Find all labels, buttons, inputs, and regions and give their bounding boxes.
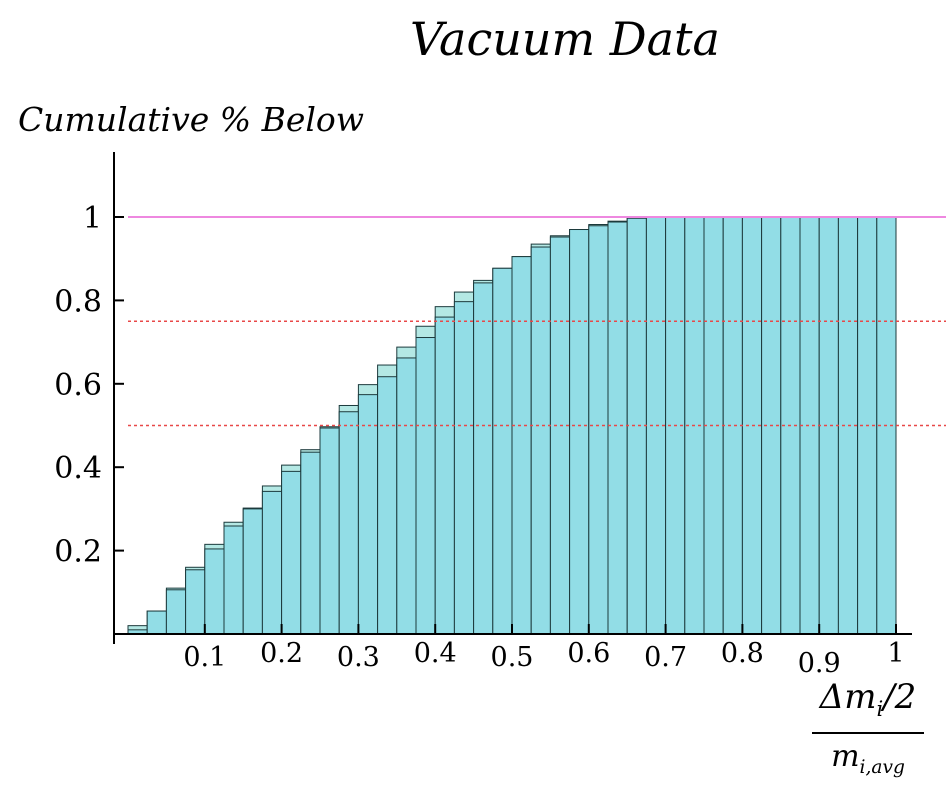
histogram-bar-series-2 bbox=[146, 610, 167, 635]
y-tick-label: 0.4 bbox=[54, 451, 102, 486]
histogram-bar-series-2 bbox=[473, 282, 494, 635]
x-axis-label-denominator: mi,avg bbox=[831, 738, 905, 778]
histogram-bar-series-2 bbox=[300, 451, 321, 635]
histogram-bar-series-2 bbox=[204, 548, 225, 635]
y-tick-label: 1 bbox=[83, 201, 102, 236]
histogram-bar-series-2 bbox=[319, 427, 340, 635]
histogram-bar-series-2 bbox=[607, 221, 628, 635]
x-tick-label: 1 bbox=[887, 638, 904, 669]
histogram-bar-series-2 bbox=[396, 357, 417, 635]
histogram-bar-series-2 bbox=[492, 267, 513, 635]
histogram-bar-series-2 bbox=[453, 301, 475, 635]
histogram-bar-series-2 bbox=[185, 569, 206, 635]
histogram-bar-series-2 bbox=[242, 508, 263, 635]
histogram-bar-series-2 bbox=[511, 256, 532, 635]
y-tick-label: 0.2 bbox=[54, 535, 102, 570]
histogram-bar-series-2 bbox=[569, 229, 590, 635]
histogram-bar-series-2 bbox=[626, 217, 647, 635]
x-tick-label: 0.2 bbox=[260, 638, 303, 669]
histogram-bar-series-2 bbox=[261, 490, 283, 635]
x-tick-label: 0.5 bbox=[491, 642, 534, 673]
fraction-bar bbox=[812, 731, 924, 734]
histogram-bar-series-2 bbox=[434, 316, 455, 635]
y-tick-label: 0.8 bbox=[54, 284, 102, 319]
histogram-bar-series-2 bbox=[377, 376, 398, 635]
histogram-bar-series-2 bbox=[165, 589, 187, 635]
histogram-bar-series-2 bbox=[338, 411, 359, 635]
histogram-bar-series-2 bbox=[549, 236, 571, 635]
y-tick-label: 0.6 bbox=[54, 368, 102, 403]
x-tick-label: 0.4 bbox=[414, 638, 457, 669]
x-tick-label: 0.6 bbox=[567, 638, 610, 669]
x-tick-label: 0.9 bbox=[798, 648, 841, 679]
histogram-bar-series-2 bbox=[415, 337, 436, 635]
x-tick-label: 0.7 bbox=[644, 642, 687, 673]
histogram-bar-series-2 bbox=[281, 470, 302, 635]
histogram-bar-series-2 bbox=[722, 216, 743, 635]
histogram-bar-series-2 bbox=[818, 216, 839, 635]
histogram-bar-series-2 bbox=[530, 246, 551, 635]
chart-title: Vacuum Data bbox=[410, 12, 720, 66]
x-tick-label: 0.8 bbox=[721, 638, 764, 669]
y-axis-label: Cumulative % Below bbox=[18, 100, 365, 139]
histogram-bar-series-2 bbox=[588, 225, 609, 635]
histogram-bar-series-2 bbox=[223, 525, 244, 635]
x-axis-label-numerator: Δmi/2 bbox=[819, 677, 917, 721]
x-tick-label: 0.1 bbox=[183, 642, 226, 673]
histogram-bar-series-2 bbox=[357, 394, 379, 635]
x-axis-label: Δmi/2 mi,avg bbox=[812, 676, 924, 785]
x-tick-label: 0.3 bbox=[337, 642, 380, 673]
